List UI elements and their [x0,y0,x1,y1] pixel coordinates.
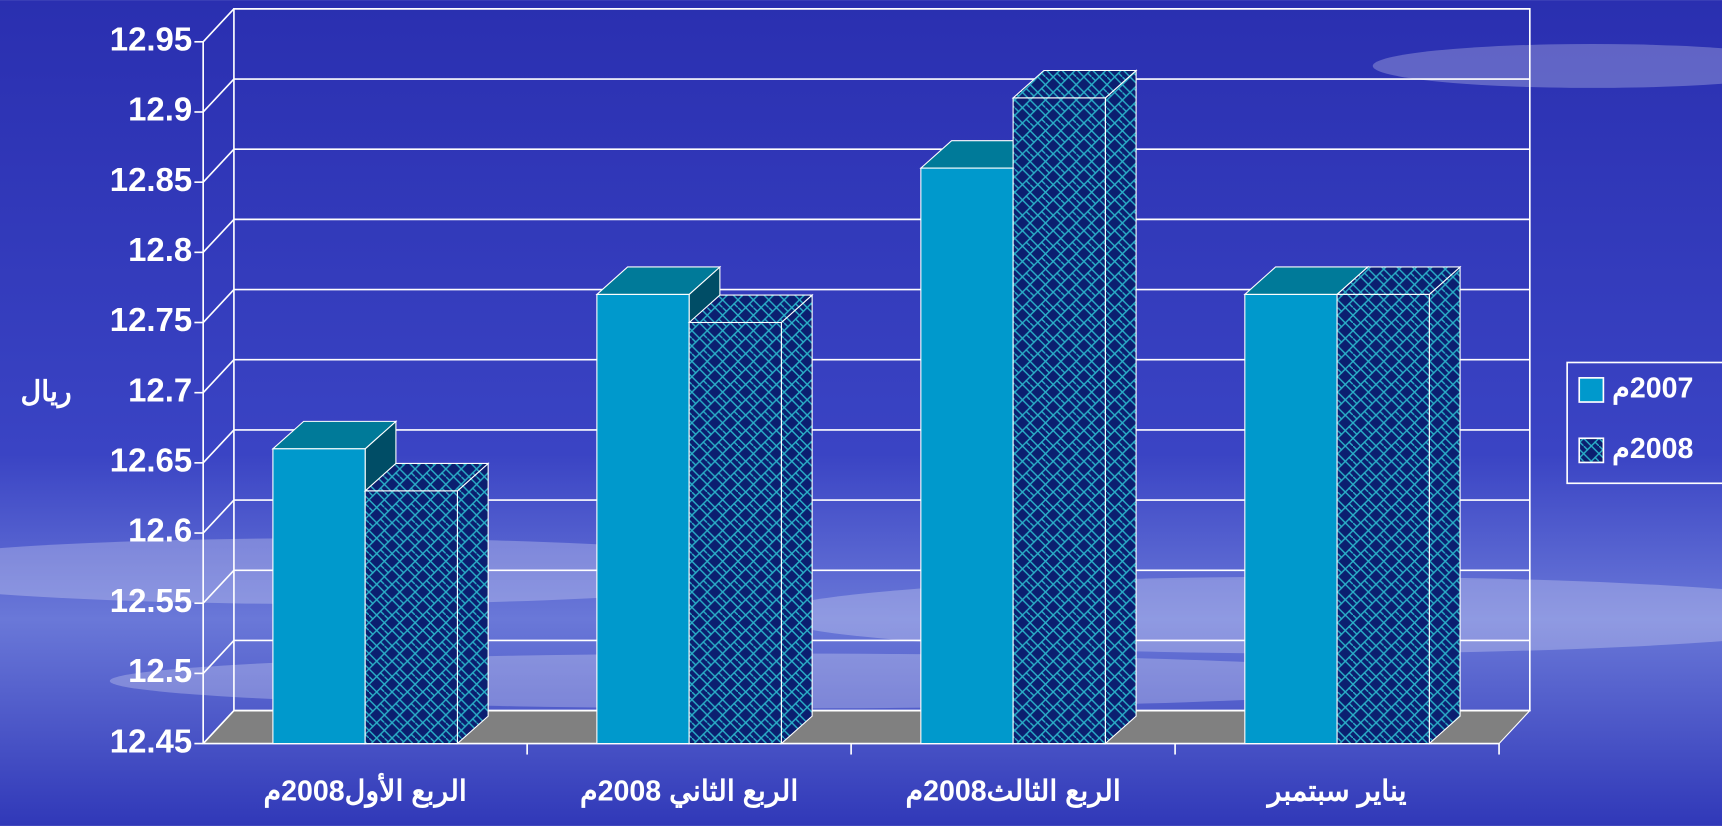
x-tick-label: يناير سبتمبر [1266,776,1407,809]
plot: 12.45 12.5 12.55 12.6 12.65 12.7 12.75 12.8 12.8… [110,8,1532,809]
y-tick-label: 12.6 [128,512,192,549]
x-tick-label: الربع الثاني 2008م [580,776,798,809]
y-tick-label: 12.65 [110,442,192,479]
legend-swatch [1578,377,1605,403]
y-tick-label: 12.45 [110,722,192,759]
bar [1011,69,1138,745]
y-tick-label: 12.8 [128,231,192,268]
legend-label: 2007م [1612,372,1693,405]
bar-side [1104,69,1137,745]
side-grid-line [202,8,235,43]
bar-front [596,293,690,745]
side-grid-line [202,78,235,113]
legend-label: 2008م [1612,433,1693,466]
bar [363,462,490,745]
bar [687,293,814,745]
side-grid-line [202,429,235,464]
side-grid-line [202,710,235,745]
side-grid-line [202,639,235,674]
legend [1566,361,1722,485]
y-tick-label: 12.7 [128,371,192,408]
bar-front [364,490,458,745]
bar-front [688,321,782,745]
bar-front [1012,97,1106,745]
bar-side [1428,265,1461,745]
y-tick-label: 12.5 [128,652,192,689]
y-tick-label: 12.55 [110,582,192,619]
bar-front [1244,293,1338,745]
side-grid-line [202,499,235,534]
bar [1335,265,1462,745]
bar-front [272,448,366,745]
y-tick-label: 12.75 [110,301,192,338]
bar-front [920,167,1014,745]
bar-side [456,462,489,745]
x-tick-label: الربع الأول2008م [263,773,466,809]
legend-swatch [1578,437,1605,464]
side-grid-line [202,148,235,183]
bar-side [780,293,813,745]
bar-front [1336,293,1430,745]
y-axis-label: ريال [21,376,72,409]
y-tick-label: 12.95 [110,21,192,58]
x-tick-label: الربع الثالث2008م [905,776,1120,809]
side-grid-line [202,218,235,253]
y-tick-label: 12.85 [110,161,192,198]
side-grid-line [202,288,235,324]
side-grid-line [202,359,235,394]
side-grid-line [202,569,235,604]
y-tick-label: 12.9 [128,91,192,128]
